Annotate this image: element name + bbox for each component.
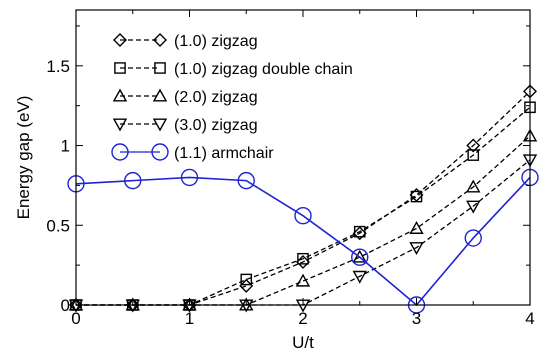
data-point bbox=[409, 242, 424, 256]
series-2 bbox=[70, 101, 536, 311]
legend-label: (1.1) armchair bbox=[174, 145, 274, 162]
data-point bbox=[295, 273, 311, 287]
data-point bbox=[466, 138, 481, 153]
y-axis-label: Energy gap (eV) bbox=[14, 96, 33, 220]
data-point bbox=[296, 254, 310, 269]
series-line bbox=[75, 176, 531, 307]
y-tick-label: 0.5 bbox=[46, 216, 70, 235]
legend-label: (1.0) zigzag double chain bbox=[174, 61, 353, 78]
data-point bbox=[351, 248, 369, 266]
legend-label: (2.0) zigzag bbox=[174, 89, 258, 106]
legend: (1.0) zigzag (1.0) zigzag double chain (2.… bbox=[111, 33, 353, 162]
legend-marker bbox=[111, 143, 129, 161]
legend-item: (1.0) zigzag bbox=[113, 33, 258, 50]
x-axis-label: U/t bbox=[292, 333, 314, 352]
data-point bbox=[124, 171, 142, 190]
data-point bbox=[466, 179, 481, 193]
data-point bbox=[410, 190, 423, 203]
y-tick-label: 1.5 bbox=[46, 57, 70, 76]
legend-marker bbox=[151, 143, 169, 161]
x-tick-label: 0 bbox=[71, 309, 80, 328]
data-point bbox=[466, 200, 481, 214]
x-tick-label: 3 bbox=[412, 309, 421, 328]
legend-marker bbox=[114, 62, 126, 74]
series-3 bbox=[68, 128, 538, 311]
legend-label: (3.0) zigzag bbox=[174, 117, 258, 134]
legend-marker bbox=[112, 118, 128, 132]
series-1 bbox=[69, 84, 537, 312]
data-point bbox=[409, 221, 424, 234]
legend-marker bbox=[154, 62, 166, 74]
y-tick-label: 0 bbox=[61, 296, 70, 315]
legend-marker bbox=[152, 88, 168, 102]
data-point bbox=[352, 226, 367, 241]
data-point bbox=[352, 270, 367, 284]
series-line bbox=[76, 135, 531, 306]
series-line bbox=[76, 159, 531, 306]
data-point bbox=[464, 229, 482, 247]
legend-item: (3.0) zigzag bbox=[112, 117, 258, 134]
data-point bbox=[467, 149, 480, 161]
data-point bbox=[294, 207, 312, 225]
data-point bbox=[353, 225, 366, 238]
legend-marker bbox=[152, 118, 168, 132]
legend-marker bbox=[113, 33, 127, 47]
data-point bbox=[239, 278, 254, 293]
data-point bbox=[297, 252, 309, 265]
legend-marker bbox=[112, 88, 128, 102]
data-point bbox=[180, 168, 199, 187]
data-point bbox=[352, 249, 367, 263]
legend-label: (1.0) zigzag bbox=[174, 33, 258, 50]
x-tick-label: 2 bbox=[298, 309, 307, 328]
data-point bbox=[237, 171, 255, 190]
data-point bbox=[240, 273, 253, 286]
legend-item: (1.1) armchair bbox=[111, 143, 274, 162]
x-tick-label: 1 bbox=[185, 309, 194, 328]
legend-item: (2.0) zigzag bbox=[112, 88, 258, 106]
legend-item: (1.0) zigzag double chain bbox=[114, 61, 353, 78]
legend-marker bbox=[153, 33, 167, 47]
plot-frame bbox=[75, 9, 531, 306]
y-tick-label: 1 bbox=[61, 137, 70, 156]
x-tick-label: 4 bbox=[525, 309, 534, 328]
